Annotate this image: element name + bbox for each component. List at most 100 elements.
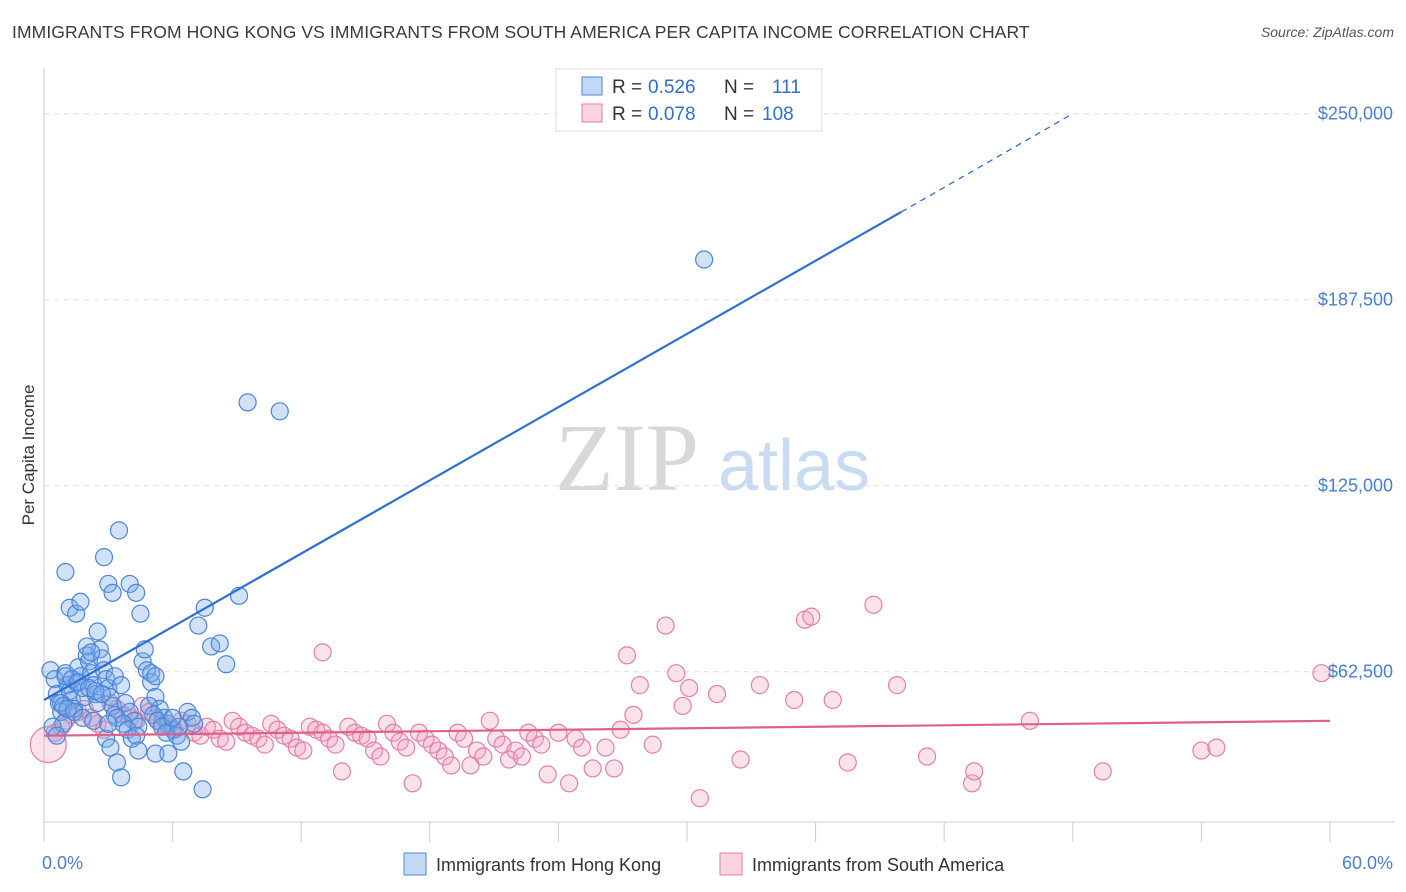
data-point xyxy=(172,732,191,751)
data-point xyxy=(146,667,165,686)
data-point xyxy=(643,735,662,754)
data-point xyxy=(174,762,193,781)
data-point xyxy=(332,762,352,781)
trend-lines xyxy=(43,113,1331,737)
legend-r-label-2: R = xyxy=(612,104,642,125)
data-point xyxy=(403,774,422,793)
data-point xyxy=(583,759,602,778)
data-point xyxy=(193,780,212,799)
data-point xyxy=(630,676,649,695)
data-point xyxy=(750,676,769,695)
data-point xyxy=(281,729,300,748)
data-point xyxy=(474,747,493,766)
data-point xyxy=(189,616,208,635)
data-point xyxy=(294,741,313,760)
data-point xyxy=(217,655,236,674)
data-point xyxy=(255,735,274,754)
data-point xyxy=(802,607,821,626)
data-point xyxy=(210,634,229,653)
bottom-legend-swatch-pink xyxy=(719,852,743,876)
data-point xyxy=(326,735,345,754)
data-point xyxy=(238,393,257,412)
legend-swatch-pink xyxy=(581,103,603,123)
data-point xyxy=(67,604,86,623)
data-point xyxy=(917,747,937,766)
legend-r-value-1: 0.526 xyxy=(648,77,696,98)
data-point xyxy=(129,741,148,760)
data-point xyxy=(731,750,750,769)
data-point xyxy=(690,789,709,808)
legend-r-value-2: 0.078 xyxy=(648,104,696,125)
x-tick-label: 0.0% xyxy=(42,853,83,873)
legend-n-label-1: N = xyxy=(724,77,754,98)
watermark-atlas: atlas xyxy=(718,426,870,506)
data-point xyxy=(532,735,551,754)
data-point xyxy=(313,643,332,662)
data-point xyxy=(112,768,131,787)
data-point xyxy=(99,574,118,594)
data-point xyxy=(71,592,90,611)
data-point xyxy=(131,604,150,623)
data-point xyxy=(454,729,474,748)
data-point xyxy=(82,643,101,662)
data-point xyxy=(109,521,129,540)
data-point xyxy=(1192,741,1211,760)
data-point xyxy=(146,744,165,763)
trend-line-extension xyxy=(901,113,1074,213)
data-point xyxy=(560,774,579,793)
trend-line xyxy=(43,719,1331,737)
data-point xyxy=(1093,762,1112,781)
chart-title: IMMIGRANTS FROM HONG KONG VS IMMIGRANTS … xyxy=(12,22,1030,42)
axes xyxy=(43,68,1395,842)
legend: R = 0.526 N = 111 R = 0.078 N = 108 xyxy=(555,68,823,132)
bottom-legend-label-south-america: Immigrants from South America xyxy=(752,855,1005,875)
data-point xyxy=(1207,738,1226,757)
data-point xyxy=(371,747,390,766)
data-point xyxy=(864,595,883,614)
data-point xyxy=(56,562,75,582)
data-point xyxy=(159,744,178,763)
data-point xyxy=(617,646,637,665)
data-point xyxy=(397,738,416,757)
data-point xyxy=(480,711,499,730)
chart-source: Source: ZipAtlas.com xyxy=(1260,24,1394,40)
data-point xyxy=(785,690,804,710)
y-axis-title: Per Capita Income xyxy=(19,385,38,526)
data-point xyxy=(99,714,118,733)
data-point xyxy=(673,696,692,716)
data-point xyxy=(823,690,842,710)
watermark-zip: ZIP xyxy=(555,404,699,511)
data-point xyxy=(88,622,107,641)
data-point xyxy=(965,762,984,781)
data-point xyxy=(92,684,111,704)
data-point xyxy=(163,708,182,727)
tick-labels: $62,500 $125,000 $187,500 $250,000 0.0% 60.0% xyxy=(42,104,1393,873)
x-tick-label: 60.0% xyxy=(1342,853,1393,873)
data-point xyxy=(120,574,139,594)
data-point xyxy=(435,747,454,766)
data-point xyxy=(707,684,727,704)
bottom-legend: Immigrants from Hong Kong Immigrants fro… xyxy=(403,852,1005,876)
data-point xyxy=(84,711,103,730)
data-point xyxy=(270,402,289,421)
legend-swatch-blue xyxy=(581,76,603,96)
series-south-america xyxy=(29,595,1331,808)
data-point xyxy=(103,583,122,602)
legend-box xyxy=(555,68,823,132)
data-point xyxy=(146,687,165,707)
data-point xyxy=(549,723,568,742)
data-point xyxy=(695,250,714,269)
data-point xyxy=(656,616,675,635)
data-point xyxy=(1312,664,1331,683)
data-point xyxy=(605,759,624,778)
grid xyxy=(44,113,1395,673)
y-tick-label: $125,000 xyxy=(1318,476,1393,496)
data-point xyxy=(169,717,189,736)
bottom-legend-swatch-blue xyxy=(403,852,427,876)
data-point xyxy=(596,738,615,757)
y-tick-label: $187,500 xyxy=(1318,290,1393,310)
y-tick-label: $62,500 xyxy=(1328,662,1393,682)
data-point xyxy=(127,583,146,602)
data-point xyxy=(624,705,643,724)
data-point xyxy=(512,747,532,766)
